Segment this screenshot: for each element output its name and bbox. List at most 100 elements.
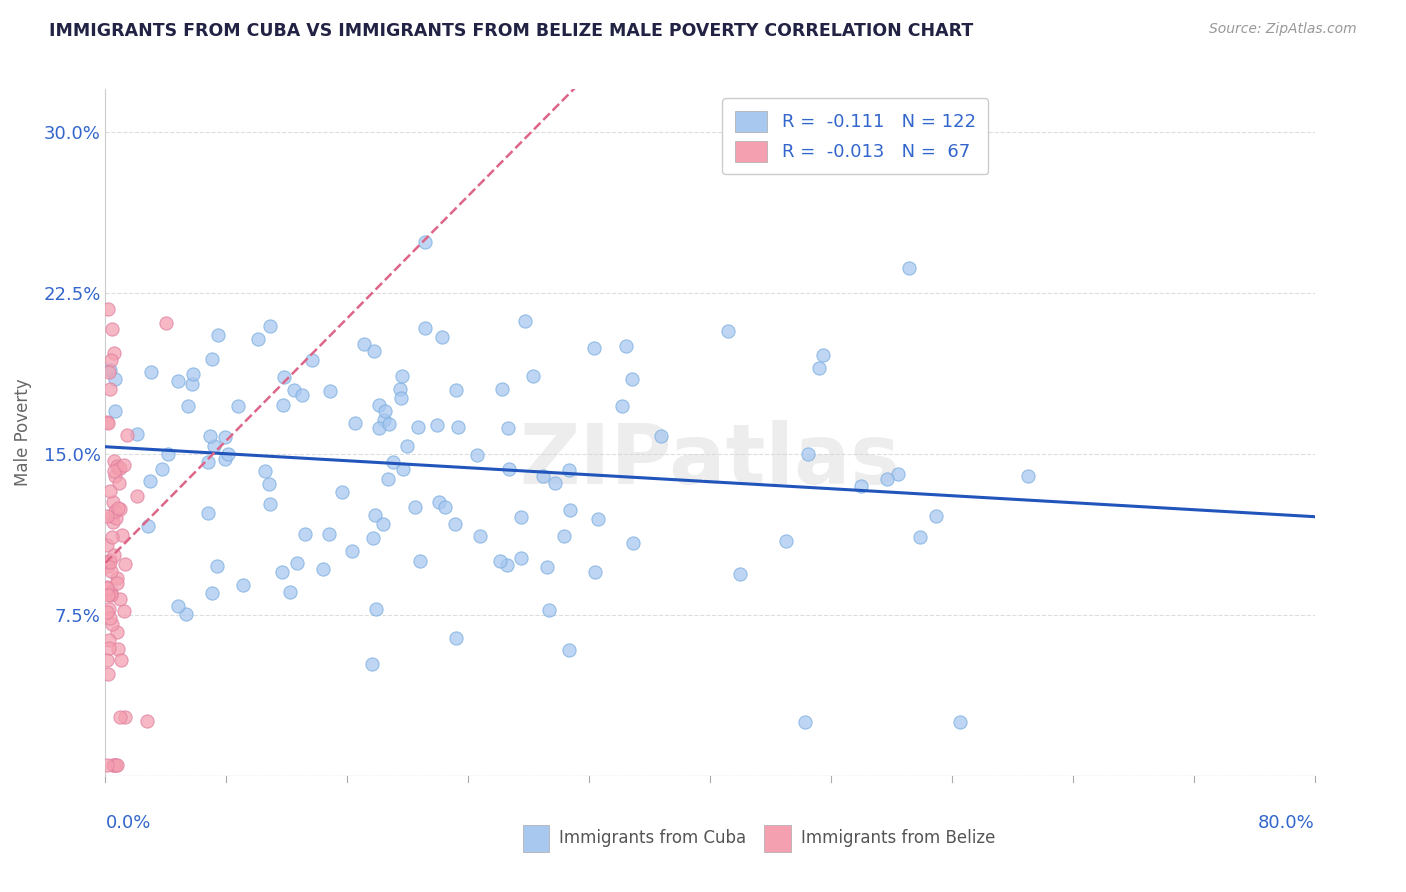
Point (808, 361, 831, 376)
Point (876, 472, 898, 486)
Point (100, 585, 122, 599)
Point (368, 421, 391, 435)
Point (366, 601, 388, 615)
Point (98, 555, 121, 569)
Point (110, 592, 132, 607)
Point (114, 557, 136, 571)
Point (201, 586, 224, 600)
Point (177, 399, 200, 413)
Point (498, 462, 520, 476)
Point (377, 472, 399, 486)
Point (382, 454, 405, 468)
Point (214, 451, 236, 466)
Point (112, 458, 135, 473)
Point (110, 461, 132, 475)
Point (468, 529, 491, 543)
Point (813, 348, 835, 362)
Point (155, 317, 177, 331)
Point (104, 758, 127, 772)
Point (283, 383, 305, 397)
Point (97, 559, 120, 574)
Point (363, 343, 385, 358)
Point (135, 714, 157, 729)
Point (100, 564, 122, 578)
Point (522, 369, 544, 384)
Point (395, 439, 418, 453)
Point (98, 364, 121, 378)
Point (181, 367, 204, 381)
Point (273, 399, 295, 413)
Point (176, 607, 198, 621)
Point (101, 494, 124, 508)
Point (97, 588, 120, 602)
Point (312, 561, 335, 575)
Point (427, 495, 450, 509)
Point (103, 758, 125, 772)
Point (105, 511, 128, 525)
Point (353, 336, 375, 351)
Point (887, 467, 910, 482)
Point (373, 413, 395, 427)
Point (207, 327, 229, 342)
Point (536, 559, 558, 574)
Point (543, 476, 565, 491)
Point (389, 391, 412, 405)
Point (100, 363, 122, 377)
Point (105, 624, 128, 639)
Point (98, 382, 121, 396)
Point (108, 710, 131, 724)
Point (444, 631, 467, 645)
Point (103, 758, 125, 772)
Point (374, 404, 396, 418)
Point (96, 555, 118, 569)
Point (96, 580, 118, 594)
Text: Immigrants from Cuba: Immigrants from Cuba (560, 829, 747, 847)
Point (278, 584, 301, 599)
Point (96, 582, 118, 596)
Point (197, 506, 219, 520)
Point (228, 400, 250, 414)
Text: ZIPatlas: ZIPatlas (520, 419, 900, 500)
Point (363, 508, 385, 522)
Point (515, 314, 537, 328)
Point (107, 501, 129, 516)
Point (610, 399, 633, 413)
Point (925, 509, 948, 524)
Point (96, 509, 118, 524)
Point (558, 643, 581, 657)
Point (287, 557, 309, 571)
Point (434, 500, 457, 515)
Point (150, 462, 173, 476)
Text: 0.0%: 0.0% (105, 814, 150, 832)
Point (620, 371, 643, 385)
Bar (765, 825, 792, 852)
Point (246, 332, 269, 346)
Point (101, 321, 124, 335)
Point (100, 508, 122, 523)
Point (98, 602, 121, 616)
Point (491, 382, 513, 396)
Point (330, 485, 353, 500)
Point (103, 454, 125, 468)
Point (368, 399, 391, 413)
Point (101, 530, 124, 544)
Point (391, 461, 413, 475)
Point (214, 430, 236, 444)
Text: IMMIGRANTS FROM CUBA VS IMMIGRANTS FROM BELIZE MALE POVERTY CORRELATION CHART: IMMIGRANTS FROM CUBA VS IMMIGRANTS FROM … (49, 22, 973, 40)
Point (318, 527, 340, 541)
Point (96, 653, 118, 667)
Point (361, 532, 384, 546)
Point (361, 657, 384, 672)
Point (156, 447, 179, 461)
Point (98, 553, 121, 567)
Point (553, 529, 575, 543)
Point (97, 641, 120, 656)
Point (406, 420, 429, 434)
Legend: R =  -0.111   N = 122, R =  -0.013   N =  67: R = -0.111 N = 122, R = -0.013 N = 67 (723, 98, 988, 174)
Point (105, 576, 128, 591)
Point (166, 374, 188, 388)
Point (127, 426, 149, 441)
Point (797, 447, 820, 461)
Text: Source: ZipAtlas.com: Source: ZipAtlas.com (1209, 22, 1357, 37)
Point (96, 605, 118, 619)
